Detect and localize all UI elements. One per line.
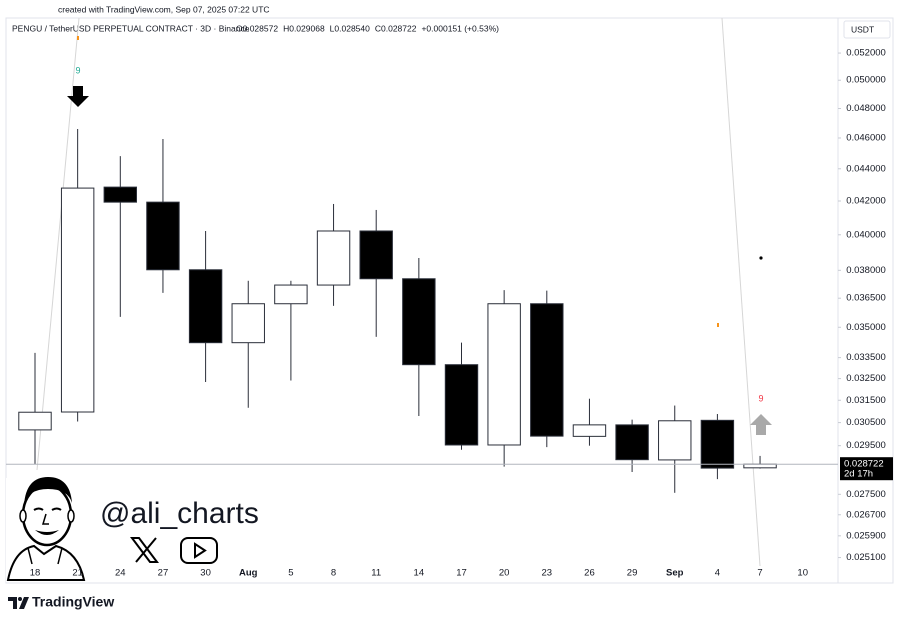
currency: USDT bbox=[851, 24, 874, 34]
x-tick-label: 20 bbox=[499, 568, 510, 579]
x-tick-label: 14 bbox=[414, 568, 425, 579]
x-tick-label: Aug bbox=[239, 568, 258, 579]
y-tick-label: 0.026700 bbox=[846, 509, 886, 520]
y-tick-label: 0.035000 bbox=[846, 322, 886, 333]
candle-body bbox=[658, 420, 692, 461]
author-handle: @ali_charts bbox=[100, 497, 259, 530]
marker-dot bbox=[717, 323, 719, 327]
candle-body bbox=[60, 187, 95, 413]
x-tick-label: Sep bbox=[666, 568, 684, 579]
x-tick-label: 23 bbox=[542, 568, 553, 579]
brand-logo bbox=[8, 597, 29, 609]
y-tick-label: 0.046000 bbox=[846, 132, 886, 143]
y-tick-label: 0.033500 bbox=[846, 352, 886, 363]
x-tick-label: 4 bbox=[715, 568, 720, 579]
candle-body bbox=[18, 411, 52, 431]
y-tick-label: 0.044000 bbox=[846, 163, 886, 174]
candle-body bbox=[103, 186, 138, 203]
ohlc-value: O0.028572 bbox=[236, 23, 278, 33]
candle-body bbox=[700, 419, 735, 469]
candle-body bbox=[146, 201, 180, 271]
y-tick-label: 0.050000 bbox=[846, 75, 886, 86]
candle-body bbox=[359, 230, 393, 280]
y-tick-label: 0.025100 bbox=[846, 552, 886, 563]
symbol: PENGU / TetherUSD PERPETUAL CONTRACT · 3… bbox=[12, 23, 250, 33]
y-tick-label: 0.025900 bbox=[846, 530, 886, 541]
candle-body bbox=[530, 303, 564, 437]
y-tick-label: 0.029500 bbox=[846, 440, 886, 451]
y-tick-label: 0.030500 bbox=[846, 417, 886, 428]
watermark: created with TradingView.com, Sep 07, 20… bbox=[58, 4, 270, 14]
ohlc-value: H0.029068 bbox=[283, 23, 325, 33]
candle-body bbox=[444, 364, 479, 446]
y-tick-label: 0.052000 bbox=[846, 48, 886, 59]
ohlc-value: L0.028540 bbox=[330, 23, 370, 33]
candle-body bbox=[188, 269, 223, 344]
candle-body bbox=[615, 424, 649, 461]
x-tick-label: 7 bbox=[757, 568, 762, 579]
y-tick-label: 0.040000 bbox=[846, 229, 886, 240]
x-tick-label: 27 bbox=[158, 568, 169, 579]
up-arrow bbox=[750, 414, 772, 435]
candle-body bbox=[572, 424, 607, 437]
currency-box bbox=[843, 20, 891, 39]
x-tick-label: 24 bbox=[115, 568, 126, 579]
x-tick-label: 26 bbox=[584, 568, 595, 579]
y-tick-label: 0.031500 bbox=[846, 395, 886, 406]
avatar bbox=[6, 477, 98, 582]
candle-body bbox=[274, 284, 308, 305]
marker-dot bbox=[77, 36, 79, 40]
y-tick-label: 0.042000 bbox=[846, 196, 886, 207]
last-price-box bbox=[840, 457, 893, 481]
x-tick-label: 8 bbox=[331, 568, 336, 579]
down-arrow bbox=[67, 86, 89, 107]
y-tick-label: 0.032500 bbox=[846, 373, 886, 384]
ohlc-value: +0.000151 (+0.53%) bbox=[421, 23, 499, 33]
x-tick-label: 29 bbox=[627, 568, 638, 579]
x-tick-label: 18 bbox=[30, 568, 41, 579]
x-tick-label: 21 bbox=[72, 568, 83, 579]
marker-dot bbox=[759, 256, 763, 260]
y-tick-label: 0.048000 bbox=[846, 103, 886, 114]
candle-body bbox=[316, 230, 351, 286]
annotation: 9 bbox=[75, 65, 80, 75]
brand: TradingView bbox=[32, 594, 114, 610]
last-price-label: 0.028722 bbox=[844, 459, 884, 470]
y-tick-label: 0.038000 bbox=[846, 265, 886, 276]
y-tick-label: 0.027500 bbox=[846, 489, 886, 500]
ohlc-value: C0.028722 bbox=[375, 23, 417, 33]
x-tick-label: 11 bbox=[371, 568, 381, 579]
x-tick-label: 10 bbox=[797, 568, 808, 579]
y-tick-label: 0.036500 bbox=[846, 293, 886, 304]
x-tick-label: 17 bbox=[456, 568, 467, 579]
chart-frame bbox=[5, 17, 894, 584]
candle-body bbox=[402, 278, 436, 366]
annotation: 9 bbox=[758, 393, 763, 403]
drawing-line bbox=[721, 17, 761, 567]
x-icon bbox=[130, 537, 159, 563]
x-tick-label: 30 bbox=[200, 568, 211, 579]
countdown: 2d 17h bbox=[844, 469, 873, 480]
x-tick-label: 5 bbox=[288, 568, 293, 579]
candle-body bbox=[231, 303, 265, 344]
youtube-icon bbox=[180, 537, 218, 564]
plot bbox=[18, 129, 777, 493]
candle-body bbox=[743, 463, 777, 469]
candle-body bbox=[487, 303, 521, 446]
drawing-line bbox=[36, 17, 80, 471]
